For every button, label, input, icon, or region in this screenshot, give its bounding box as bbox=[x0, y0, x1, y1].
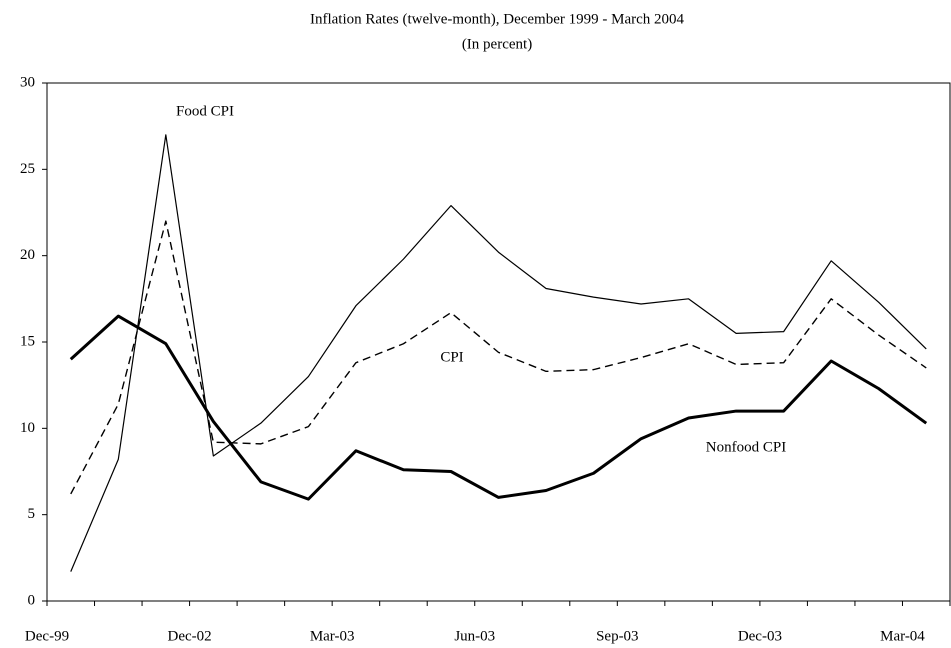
series-label: Nonfood CPI bbox=[706, 439, 786, 455]
x-tick-label: Mar-03 bbox=[310, 628, 355, 644]
chart-subtitle: (In percent) bbox=[462, 36, 532, 52]
y-tick-label: 15 bbox=[20, 333, 35, 349]
line-series bbox=[69, 314, 928, 501]
line-series bbox=[70, 220, 927, 495]
x-tick-label: Sep-03 bbox=[596, 628, 639, 644]
x-tick-label: Dec-03 bbox=[738, 628, 782, 644]
series-label: Food CPI bbox=[176, 103, 234, 119]
y-tick-label: 25 bbox=[20, 161, 35, 177]
line-series bbox=[70, 134, 927, 572]
x-tick-label: Dec-99 bbox=[25, 628, 69, 644]
x-tick-label: Jun-03 bbox=[454, 628, 495, 644]
x-tick-label: Dec-02 bbox=[168, 628, 212, 644]
y-tick-label: 5 bbox=[28, 506, 36, 522]
y-tick-label: 20 bbox=[20, 247, 35, 263]
plot-frame bbox=[46, 82, 951, 602]
y-tick-label: 0 bbox=[28, 592, 36, 608]
y-tick-label: 30 bbox=[20, 74, 35, 90]
series-label: CPI bbox=[440, 349, 463, 365]
chart-title: Inflation Rates (twelve-month), December… bbox=[310, 11, 685, 27]
x-tick-label: Mar-04 bbox=[880, 628, 925, 644]
y-tick-label: 10 bbox=[20, 420, 35, 436]
